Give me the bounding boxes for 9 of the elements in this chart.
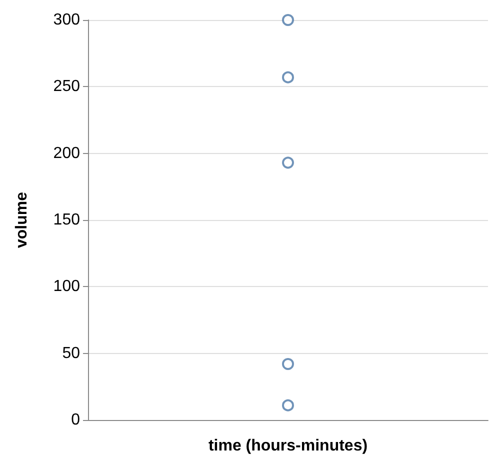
y-tick-label: 100 (53, 278, 80, 296)
y-axis-title: volume (14, 192, 30, 248)
y-tick-label: 50 (62, 344, 80, 362)
y-tick-label: 300 (53, 12, 80, 28)
y-tick-label: 150 (53, 212, 80, 228)
y-tick-label: 0 (71, 412, 80, 428)
y-tick-label: 200 (53, 144, 80, 162)
x-axis-title: time (hours-minutes) (208, 438, 368, 454)
y-tick-label: 250 (53, 78, 80, 96)
